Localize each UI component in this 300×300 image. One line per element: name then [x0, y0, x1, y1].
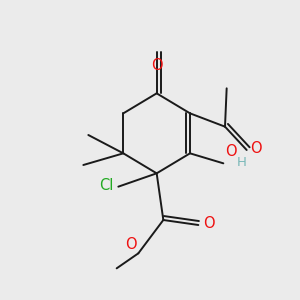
Text: O: O — [151, 58, 163, 73]
Text: O: O — [125, 237, 137, 252]
Text: O: O — [203, 216, 215, 231]
Text: O: O — [225, 144, 237, 159]
Text: O: O — [250, 141, 262, 156]
Text: H: H — [237, 156, 247, 169]
Text: Cl: Cl — [99, 178, 113, 193]
